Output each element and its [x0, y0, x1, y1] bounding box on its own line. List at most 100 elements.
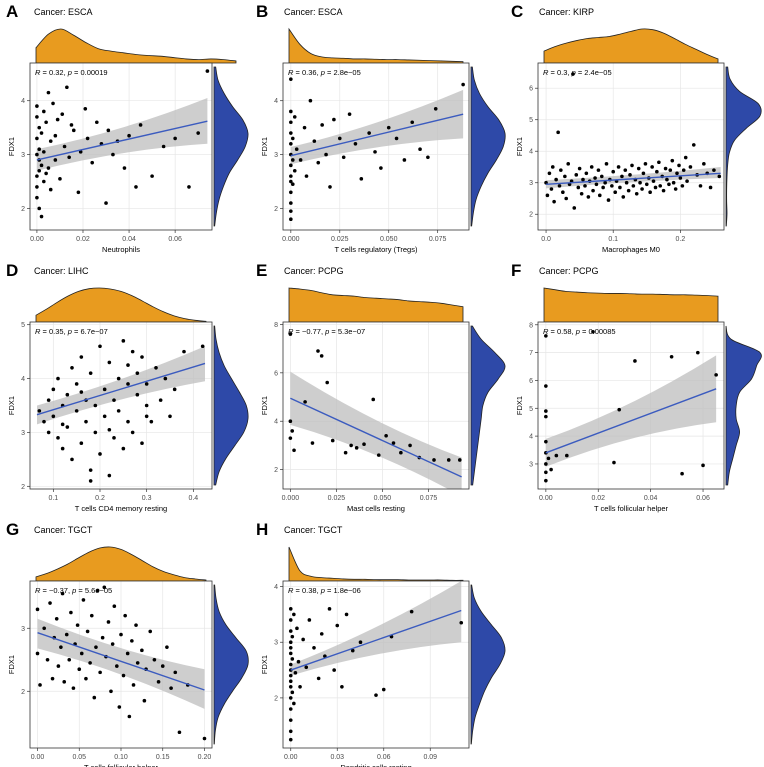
regression-line [290, 609, 462, 671]
data-point [69, 610, 73, 615]
data-point [343, 450, 348, 455]
data-point [44, 120, 48, 125]
data-point [544, 334, 548, 338]
x-tick-label: 0.02 [76, 236, 90, 243]
data-point [384, 433, 388, 438]
data-point [298, 684, 302, 689]
data-point [544, 384, 548, 388]
data-point [554, 177, 558, 182]
data-point [410, 120, 415, 125]
panel-title: Cancer: TGCT [34, 525, 93, 535]
plot-frame [29, 62, 213, 231]
data-point [564, 196, 569, 201]
data-point [50, 676, 55, 681]
data-point [107, 473, 112, 478]
data-point [316, 349, 320, 353]
data-point [461, 82, 465, 87]
y-tick-label: 6 [529, 378, 533, 385]
y-tick-label: 3 [529, 180, 533, 187]
data-point [165, 645, 169, 649]
data-point [138, 123, 143, 127]
stat-p-symbol: p [571, 68, 576, 77]
data-point [611, 169, 616, 174]
y-tick-label: 4 [21, 98, 25, 105]
data-point [319, 632, 324, 636]
data-point [294, 147, 299, 151]
data-point [623, 168, 628, 172]
data-point [84, 419, 88, 424]
data-point [648, 190, 652, 194]
data-point [561, 190, 565, 194]
data-point [46, 90, 51, 95]
data-point [85, 136, 90, 141]
data-point [290, 182, 295, 187]
data-point [446, 458, 451, 462]
data-point [717, 174, 722, 179]
data-point [426, 155, 430, 160]
data-point [433, 106, 438, 111]
data-point [604, 162, 609, 166]
data-point [316, 160, 321, 165]
y-tick-label: 7 [529, 350, 533, 357]
data-point [106, 620, 111, 624]
data-point [591, 188, 595, 193]
data-point [347, 112, 352, 116]
data-point [320, 123, 324, 127]
data-point [60, 446, 65, 451]
data-point [310, 441, 315, 445]
data-point [626, 188, 631, 193]
data-point [330, 438, 335, 443]
data-point [205, 69, 210, 73]
data-point [75, 623, 80, 627]
stat-p-symbol: p [67, 68, 72, 77]
data-point [544, 470, 548, 475]
x-tick-label: 0.1 [608, 236, 618, 243]
data-point [42, 109, 46, 114]
data-point [628, 173, 632, 177]
data-point [552, 199, 556, 204]
stat-r-value: = 0.58, [548, 327, 575, 336]
stat-r-value: = 0.38, [293, 586, 320, 595]
panel-title: Cancer: TGCT [284, 525, 343, 535]
data-point [37, 125, 42, 130]
data-point [288, 629, 293, 633]
y-axis-label: FDX1 [260, 396, 269, 415]
x-tick-label: 0.000 [282, 236, 300, 243]
data-point [556, 130, 560, 135]
data-point [39, 163, 44, 168]
data-point [341, 155, 346, 160]
data-point [288, 679, 293, 683]
data-point [374, 693, 378, 697]
data-point [591, 329, 595, 334]
data-point [102, 387, 107, 392]
y-tick-label: 4 [529, 434, 533, 441]
data-point [296, 659, 301, 664]
confidence-band [545, 355, 717, 467]
data-point [94, 645, 98, 649]
regression-line [36, 120, 208, 161]
data-point [290, 158, 295, 162]
data-point [616, 165, 621, 169]
data-point [187, 185, 191, 189]
data-point [312, 139, 317, 143]
data-point [62, 680, 67, 684]
data-point [565, 453, 569, 458]
data-point [547, 171, 552, 176]
y-tick-label: 8 [274, 322, 278, 329]
x-tick-label: 0.02 [591, 495, 605, 502]
data-point [308, 98, 313, 103]
y-axis-label: FDX1 [515, 396, 524, 415]
data-point [665, 177, 669, 182]
x-tick-label: 0.0 [541, 236, 551, 243]
y-tick-label: 4 [21, 376, 25, 383]
data-point [107, 360, 112, 365]
stat-r-value: = −0.37, [40, 586, 72, 595]
data-point [554, 453, 559, 458]
data-point [289, 109, 293, 114]
data-point [100, 635, 105, 640]
data-point [121, 446, 126, 451]
data-point [559, 168, 563, 172]
data-point [571, 72, 575, 76]
data-point [35, 136, 39, 141]
data-point [597, 193, 602, 198]
